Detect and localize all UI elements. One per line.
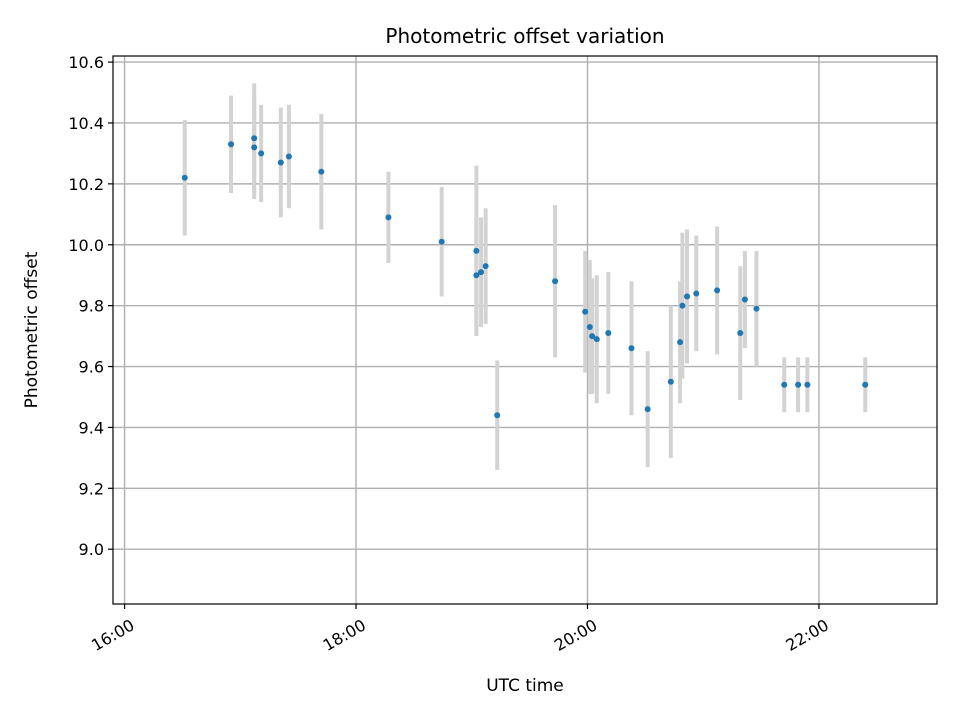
y-tick-label-8: 10.6 [68, 53, 104, 72]
plot-frame [112, 55, 938, 605]
data-point-18 [589, 333, 596, 340]
data-point-4 [258, 150, 265, 157]
y-tick-label-5: 10.0 [68, 236, 104, 255]
data-point-26 [684, 293, 691, 300]
data-point-24 [677, 339, 684, 346]
data-point-22 [644, 406, 651, 413]
data-point-20 [605, 330, 612, 337]
data-point-21 [628, 345, 635, 352]
data-point-14 [494, 412, 501, 419]
y-tick-label-7: 10.4 [68, 114, 104, 133]
data-point-34 [804, 381, 811, 388]
data-point-17 [586, 323, 593, 330]
x-tick-label-1: 18:00 [320, 615, 369, 655]
y-tick-label-3: 9.6 [79, 358, 104, 377]
data-point-28 [714, 287, 721, 294]
data-point-0 [181, 174, 188, 181]
data-point-11 [473, 272, 480, 279]
data-point-3 [251, 144, 258, 151]
data-points [181, 135, 869, 419]
data-point-7 [318, 168, 325, 175]
data-point-33 [795, 381, 802, 388]
chart-title: Photometric offset variation [385, 24, 664, 48]
data-point-6 [285, 153, 292, 160]
y-axis-ticks: 9.0 9.2 9.4 9.6 9.8 10.0 10.2 10.4 10.6 [68, 53, 113, 559]
y-tick-label-4: 9.8 [79, 297, 104, 316]
data-point-5 [277, 159, 284, 166]
y-tick-label-1: 9.2 [79, 479, 104, 498]
y-tick-label-2: 9.4 [79, 418, 104, 437]
data-point-2 [251, 135, 258, 142]
data-point-16 [582, 308, 589, 315]
y-tick-label-6: 10.2 [68, 175, 104, 194]
data-point-25 [679, 302, 686, 309]
x-axis-title: UTC time [486, 676, 564, 696]
data-point-29 [737, 330, 744, 337]
data-point-30 [741, 296, 748, 303]
x-tick-label-2: 20:00 [551, 615, 600, 655]
data-point-9 [438, 238, 445, 245]
data-point-23 [667, 378, 674, 385]
y-tick-label-0: 9.0 [79, 540, 104, 559]
x-tick-label-0: 16:00 [88, 615, 137, 655]
x-tick-label-3: 22:00 [783, 615, 832, 655]
data-point-35 [862, 381, 869, 388]
data-point-13 [482, 263, 489, 270]
error-bars [182, 83, 868, 471]
data-point-19 [593, 336, 600, 343]
data-point-12 [478, 269, 485, 276]
data-point-31 [753, 305, 760, 312]
grid [113, 56, 937, 604]
data-point-10 [473, 247, 480, 254]
data-point-32 [781, 381, 788, 388]
data-point-27 [693, 290, 700, 297]
data-point-8 [385, 214, 392, 221]
data-point-15 [552, 278, 559, 285]
data-point-1 [228, 141, 235, 148]
y-axis-title: Photometric offset [22, 251, 42, 408]
